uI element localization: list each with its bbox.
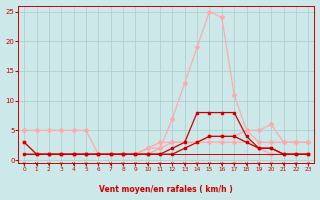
X-axis label: Vent moyen/en rafales ( km/h ): Vent moyen/en rafales ( km/h ) <box>100 185 233 194</box>
